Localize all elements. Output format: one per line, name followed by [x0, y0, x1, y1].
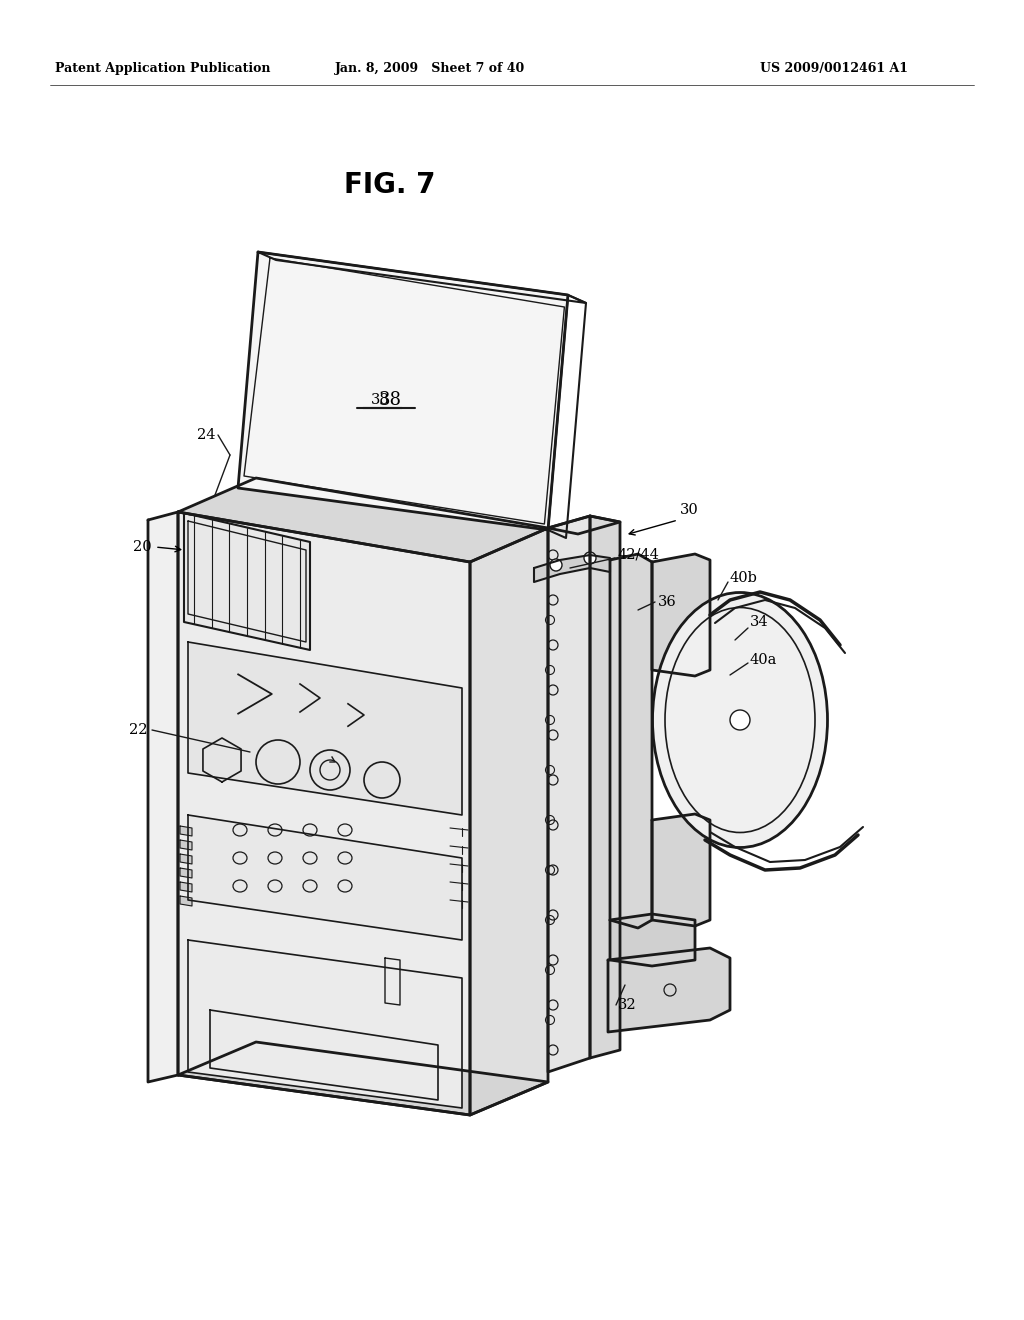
Text: Patent Application Publication: Patent Application Publication — [55, 62, 270, 75]
Polygon shape — [188, 814, 462, 940]
Text: 30: 30 — [680, 503, 698, 517]
Polygon shape — [180, 826, 193, 836]
Ellipse shape — [730, 710, 750, 730]
Polygon shape — [548, 516, 590, 1072]
Text: 42/44: 42/44 — [618, 548, 659, 562]
Text: 20: 20 — [133, 540, 152, 554]
Polygon shape — [180, 869, 193, 878]
Text: 22: 22 — [129, 723, 148, 737]
Polygon shape — [238, 252, 568, 531]
Text: US 2009/0012461 A1: US 2009/0012461 A1 — [760, 62, 908, 75]
Polygon shape — [188, 940, 462, 1107]
Ellipse shape — [652, 593, 827, 847]
Polygon shape — [608, 948, 730, 1032]
Polygon shape — [610, 554, 652, 928]
Ellipse shape — [584, 552, 596, 564]
Polygon shape — [470, 528, 548, 1115]
Polygon shape — [180, 882, 193, 892]
Polygon shape — [652, 814, 710, 927]
Text: 38: 38 — [379, 391, 401, 409]
Text: 38: 38 — [371, 393, 389, 407]
Text: 40b: 40b — [730, 572, 758, 585]
Text: 24: 24 — [197, 428, 215, 442]
Polygon shape — [188, 642, 462, 814]
Text: 32: 32 — [618, 998, 637, 1012]
Text: 34: 34 — [750, 615, 769, 630]
Ellipse shape — [550, 558, 562, 572]
Polygon shape — [590, 516, 620, 1059]
Text: 40a: 40a — [750, 653, 777, 667]
Polygon shape — [178, 512, 470, 1115]
Polygon shape — [610, 913, 695, 966]
Polygon shape — [534, 554, 610, 582]
Polygon shape — [180, 896, 193, 906]
Polygon shape — [180, 854, 193, 865]
Text: FIG. 7: FIG. 7 — [344, 172, 436, 199]
Polygon shape — [184, 513, 310, 649]
Polygon shape — [178, 1041, 548, 1115]
Polygon shape — [178, 478, 548, 562]
Polygon shape — [180, 840, 193, 850]
Text: 36: 36 — [658, 595, 677, 609]
Text: Jan. 8, 2009   Sheet 7 of 40: Jan. 8, 2009 Sheet 7 of 40 — [335, 62, 525, 75]
Polygon shape — [148, 512, 178, 1082]
Polygon shape — [652, 554, 710, 676]
